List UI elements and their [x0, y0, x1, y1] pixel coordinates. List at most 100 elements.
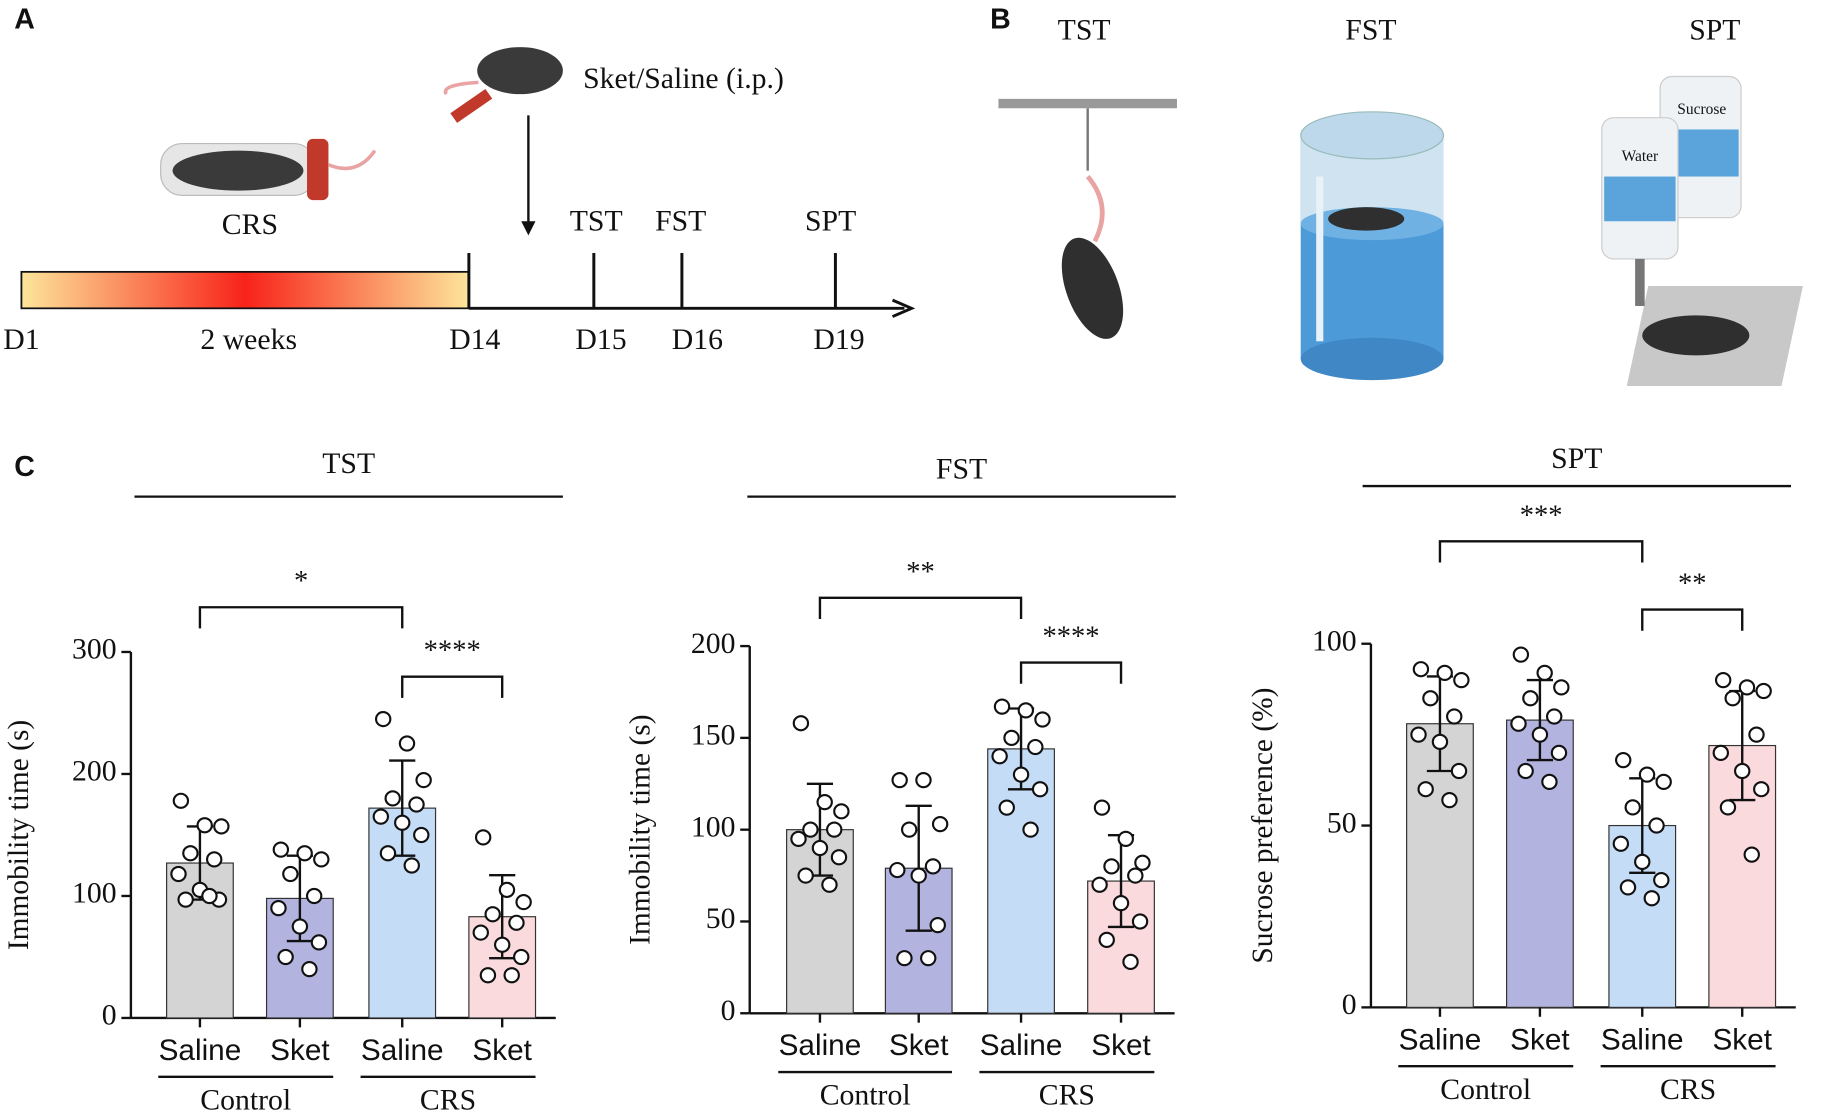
group-label: Control	[1440, 1074, 1531, 1106]
data-point	[1412, 661, 1430, 678]
injection-label: Sket/Saline (i.p.)	[583, 63, 784, 95]
data-point	[1719, 799, 1737, 816]
group-label: CRS	[420, 1085, 476, 1117]
x-tick-label: Sket	[472, 1034, 532, 1067]
crs-period	[20, 270, 470, 310]
significance-label: **	[906, 557, 935, 588]
data-point	[310, 934, 328, 951]
data-point	[313, 851, 330, 868]
data-point	[413, 826, 430, 844]
y-tick-label: 50	[1327, 807, 1357, 839]
test-label: TST	[570, 205, 623, 237]
data-point	[1417, 781, 1434, 798]
data-point	[484, 906, 501, 923]
panel-label: A	[14, 4, 35, 36]
data-point	[1615, 751, 1632, 769]
y-tick-label: 0	[102, 1000, 117, 1032]
data-point	[1122, 953, 1139, 970]
test-label: SPT	[805, 205, 856, 237]
data-point	[900, 821, 918, 838]
data-point	[1512, 646, 1530, 663]
x-tick-label: Sket	[1091, 1029, 1151, 1062]
data-point	[1755, 682, 1772, 700]
y-axis-label: Immobility time (s)	[3, 720, 35, 950]
data-point	[1545, 708, 1563, 725]
data-point	[889, 861, 906, 879]
data-point	[790, 830, 807, 847]
data-point	[1441, 791, 1458, 809]
data-point	[929, 917, 946, 934]
chart-title: TST	[322, 448, 375, 480]
data-point	[515, 893, 532, 911]
significance-bracket	[1641, 608, 1744, 631]
group-label: CRS	[1039, 1080, 1095, 1112]
panel-label: B	[990, 4, 1011, 36]
data-point	[301, 961, 318, 978]
data-point	[1003, 729, 1020, 747]
significance-label: ***	[1520, 500, 1563, 531]
data-point	[1134, 854, 1151, 871]
data-point	[1753, 781, 1770, 798]
mouse-injection	[443, 47, 563, 123]
data-point	[384, 790, 401, 807]
data-point	[833, 803, 850, 820]
x-tick-label: Sket	[1510, 1023, 1570, 1056]
x-tick-label: Saline	[159, 1034, 242, 1067]
data-point	[1531, 726, 1549, 743]
data-point	[213, 818, 230, 835]
data-point	[1522, 690, 1539, 707]
data-point	[508, 914, 525, 931]
data-point	[513, 948, 530, 966]
significance-label: ****	[1042, 622, 1099, 653]
data-point	[170, 865, 187, 883]
data-point	[282, 865, 299, 883]
x-tick-label: Saline	[361, 1034, 444, 1067]
data-point	[1624, 799, 1641, 816]
data-point	[1541, 773, 1558, 791]
data-point	[1031, 781, 1049, 798]
data-point	[915, 771, 932, 789]
data-point	[1553, 679, 1570, 696]
data-point	[403, 857, 420, 874]
significance-label: ****	[424, 636, 481, 667]
test-title: TST	[1058, 15, 1111, 47]
data-point	[920, 950, 937, 967]
data-point	[1117, 830, 1134, 847]
group-label: Control	[200, 1085, 291, 1117]
data-point	[1738, 679, 1756, 696]
data-point	[1436, 664, 1453, 681]
data-point	[816, 794, 833, 811]
data-point	[498, 881, 516, 898]
data-point	[474, 829, 492, 846]
data-point	[1127, 867, 1144, 884]
data-point	[1410, 726, 1427, 743]
x-tick-label: Sket	[1712, 1023, 1772, 1056]
y-tick-label: 100	[691, 812, 736, 844]
y-tick-label: 0	[721, 995, 736, 1027]
y-tick-label: 150	[691, 720, 736, 752]
data-point	[1619, 879, 1637, 896]
data-point	[1017, 702, 1035, 719]
data-point	[479, 967, 497, 984]
y-tick-label: 300	[72, 634, 117, 666]
significance-bracket	[1438, 540, 1644, 563]
chart-title: FST	[936, 454, 987, 486]
data-point	[472, 924, 489, 941]
data-point	[1112, 894, 1130, 912]
data-point	[1517, 762, 1534, 780]
x-tick-label: Saline	[980, 1029, 1063, 1062]
data-point	[398, 735, 416, 752]
data-point	[1450, 762, 1468, 780]
data-point	[172, 792, 190, 809]
data-point	[379, 845, 397, 862]
data-point	[792, 715, 810, 732]
data-point	[503, 967, 520, 984]
data-point	[1012, 766, 1030, 783]
crs-label: CRS	[222, 209, 278, 241]
x-tick-label: Saline	[1601, 1023, 1684, 1056]
day-label: D19	[813, 324, 864, 356]
data-point	[177, 891, 194, 908]
data-point	[998, 799, 1015, 816]
